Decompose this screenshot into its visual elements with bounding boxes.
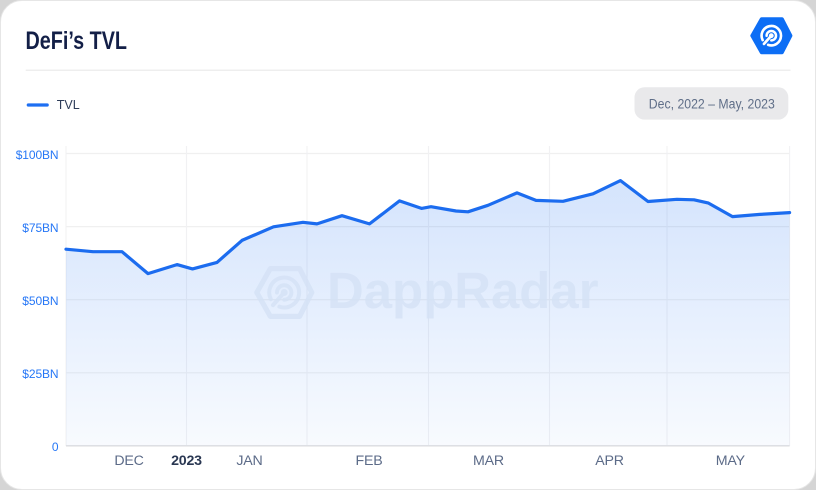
svg-text:$25BN: $25BN — [22, 367, 58, 381]
svg-text:DEC: DEC — [114, 453, 143, 469]
svg-text:Dec, 2022 – May, 2023: Dec, 2022 – May, 2023 — [649, 96, 775, 111]
svg-text:FEB: FEB — [356, 453, 383, 469]
svg-text:JAN: JAN — [236, 453, 262, 469]
svg-text:2023: 2023 — [171, 453, 202, 469]
svg-text:$100BN: $100BN — [16, 148, 59, 162]
svg-text:$75BN: $75BN — [22, 221, 58, 235]
svg-text:MAR: MAR — [473, 453, 504, 469]
svg-text:DappRadar: DappRadar — [327, 262, 599, 319]
svg-text:MAY: MAY — [716, 453, 746, 469]
svg-text:APR: APR — [595, 453, 624, 469]
svg-text:DeFi’s TVL: DeFi’s TVL — [26, 27, 128, 55]
svg-text:0: 0 — [52, 440, 59, 454]
svg-text:TVL: TVL — [57, 98, 80, 112]
svg-text:$50BN: $50BN — [22, 294, 58, 308]
